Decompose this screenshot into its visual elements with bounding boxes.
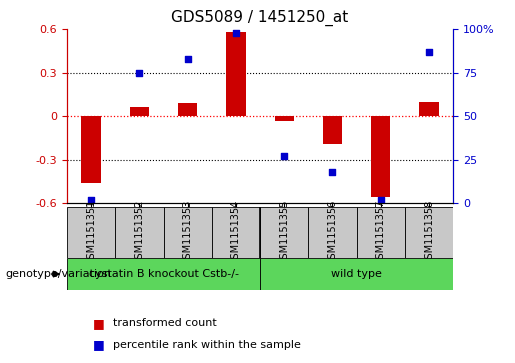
Text: wild type: wild type	[331, 269, 382, 279]
Text: percentile rank within the sample: percentile rank within the sample	[113, 340, 301, 350]
Text: GSM1151356: GSM1151356	[328, 200, 337, 265]
Bar	[405, 207, 453, 258]
Bar	[115, 207, 163, 258]
Bar	[212, 207, 260, 258]
Bar	[323, 116, 342, 144]
Bar	[308, 207, 356, 258]
Bar	[130, 107, 149, 116]
Text: GSM1151352: GSM1151352	[134, 200, 144, 265]
Text: transformed count: transformed count	[113, 318, 217, 328]
Point	[280, 153, 288, 159]
Text: ■: ■	[93, 317, 105, 330]
Bar	[67, 258, 260, 290]
Text: GSM1151351: GSM1151351	[86, 200, 96, 265]
Text: GSM1151354: GSM1151354	[231, 200, 241, 265]
Bar	[260, 258, 453, 290]
Bar	[356, 207, 405, 258]
Point	[232, 30, 240, 36]
Bar	[67, 207, 115, 258]
Bar	[178, 103, 197, 116]
Text: ■: ■	[93, 338, 105, 351]
Bar	[419, 102, 439, 116]
Bar	[274, 116, 294, 121]
Bar	[163, 207, 212, 258]
Text: genotype/variation: genotype/variation	[5, 269, 111, 279]
Text: GSM1151355: GSM1151355	[279, 200, 289, 265]
Point	[376, 197, 385, 203]
Point	[329, 169, 337, 175]
Bar	[371, 116, 390, 197]
Text: GSM1151357: GSM1151357	[376, 200, 386, 265]
Title: GDS5089 / 1451250_at: GDS5089 / 1451250_at	[171, 10, 349, 26]
Point	[87, 197, 95, 203]
Text: GSM1151358: GSM1151358	[424, 200, 434, 265]
Text: cystatin B knockout Cstb-/-: cystatin B knockout Cstb-/-	[89, 269, 238, 279]
Text: GSM1151353: GSM1151353	[183, 200, 193, 265]
Bar	[226, 32, 246, 116]
Point	[135, 70, 144, 76]
Bar	[81, 116, 101, 183]
Point	[425, 49, 433, 54]
Bar	[260, 207, 308, 258]
Point	[183, 56, 192, 62]
